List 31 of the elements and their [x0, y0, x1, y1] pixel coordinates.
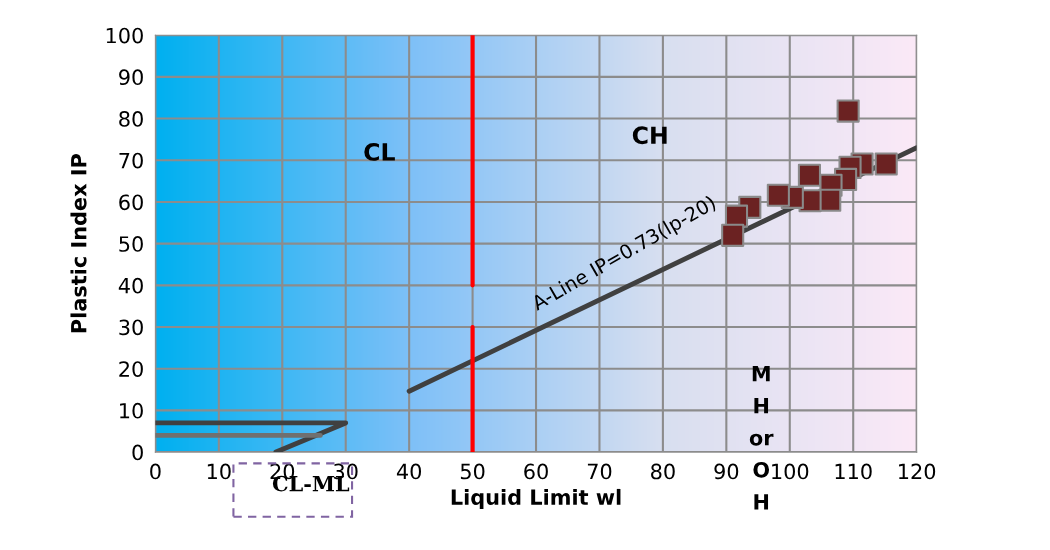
y-axis-title: Plastic Index IP — [70, 154, 87, 333]
y-tick-label: 90 — [119, 69, 143, 86]
x-axis-title: Liquid Limit wl — [451, 488, 621, 510]
x-tick-label: 10 — [207, 463, 231, 480]
y-tick-label: 80 — [119, 111, 143, 127]
annotation: CL — [364, 143, 395, 161]
y-tick-label: 20 — [119, 361, 143, 377]
y-tick-label: 50 — [119, 236, 143, 252]
x-tick-label: 90 — [714, 463, 739, 480]
y-tick-label: 0 — [132, 444, 143, 461]
y-tick-label: 100 — [106, 27, 143, 44]
x-tick-label: 60 — [524, 463, 548, 480]
x-tick-label: 80 — [651, 463, 675, 480]
point — [797, 163, 822, 187]
x-tick-label: 70 — [587, 463, 612, 480]
x-tick-label: 110 — [835, 463, 872, 480]
point — [836, 99, 860, 123]
x-tick-label: 100 — [772, 463, 809, 480]
annotation: CH — [632, 126, 667, 145]
x-tick-label: 120 — [899, 463, 936, 480]
x-tick-label: 0 — [150, 463, 161, 480]
x-tick-label: 40 — [396, 463, 422, 480]
x-tick-label: 50 — [460, 463, 485, 480]
y-tick-label: 70 — [119, 152, 143, 169]
y-tick-label: 10 — [120, 402, 143, 419]
y-tick-label: 40 — [118, 277, 143, 294]
point — [766, 183, 790, 207]
point — [721, 223, 745, 247]
y-tick-label: 60 — [119, 194, 143, 211]
point — [874, 152, 898, 176]
y-tick-label: 30 — [119, 319, 143, 336]
